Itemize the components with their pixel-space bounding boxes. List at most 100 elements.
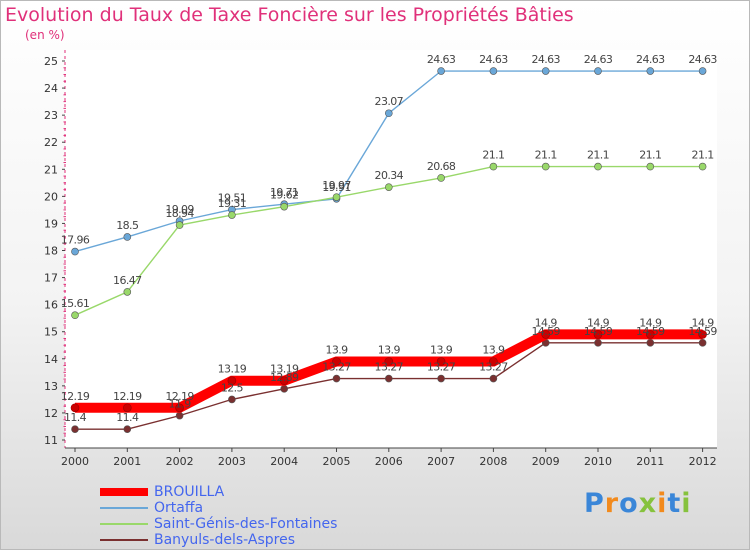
- data-point: [123, 425, 132, 433]
- logo-letter: i: [681, 488, 692, 519]
- logo-letter: P: [584, 488, 605, 519]
- y-tick-label: 25: [44, 55, 58, 68]
- y-tick-label: 15: [44, 326, 58, 339]
- legend-label: Saint-Génis-des-Fontaines: [154, 516, 338, 532]
- legend-swatch: [100, 539, 148, 541]
- data-point: [437, 174, 445, 182]
- data-point: [71, 311, 79, 320]
- y-tick-label: 11: [44, 434, 58, 447]
- data-point: [646, 162, 655, 171]
- logo-letter: t: [667, 488, 682, 519]
- chart-title: Evolution du Taux de Taxe Foncière sur l…: [5, 4, 574, 26]
- data-label: 21.1: [535, 149, 557, 162]
- data-point: [71, 247, 79, 256]
- data-label: 13.19: [270, 363, 299, 376]
- data-label: 18.5: [116, 219, 139, 232]
- data-point: [175, 411, 184, 420]
- plot-area: [65, 50, 717, 448]
- data-point: [436, 357, 446, 366]
- data-point: [384, 183, 393, 191]
- legend-item: Ortaffa: [100, 500, 337, 516]
- data-point: [228, 211, 236, 219]
- data-label: 19.97: [322, 179, 351, 192]
- data-point: [489, 374, 498, 383]
- chart-legend: BROUILLA Ortaffa Saint-Génis-des-Fontaines…: [100, 484, 337, 548]
- x-tick-label: 2001: [113, 455, 141, 468]
- x-tick-label: 2012: [689, 455, 717, 468]
- data-point: [228, 395, 236, 404]
- data-point: [594, 162, 602, 171]
- data-label: 14.9: [535, 316, 558, 329]
- data-label: 14.9: [639, 316, 662, 329]
- data-point: [593, 330, 603, 339]
- data-label: 13.27: [375, 361, 404, 374]
- data-point: [332, 357, 341, 366]
- data-point: [123, 403, 132, 413]
- x-tick-label: 2004: [270, 455, 298, 468]
- legend-label: Ortaffa: [154, 500, 204, 516]
- data-point: [227, 376, 237, 386]
- data-point: [698, 339, 707, 347]
- data-label: 21.1: [587, 149, 609, 162]
- data-point: [384, 357, 394, 366]
- y-tick-label: 24: [44, 82, 58, 95]
- data-label: 12.5: [221, 381, 244, 394]
- data-label: 11.9: [169, 398, 192, 411]
- data-label: 13.27: [479, 361, 508, 374]
- data-label: 18.94: [165, 207, 194, 220]
- y-tick-label: 13: [44, 380, 58, 393]
- data-point: [123, 233, 132, 241]
- y-tick-label: 19: [44, 217, 58, 230]
- data-point: [541, 162, 550, 171]
- data-label: 24.63: [531, 53, 560, 66]
- data-point: [280, 385, 289, 393]
- data-label: 21.1: [639, 149, 661, 162]
- y-tick-label: 12: [44, 407, 58, 420]
- data-point: [332, 193, 341, 201]
- y-tick-label: 22: [44, 136, 58, 149]
- y-tick-label: 23: [44, 109, 58, 122]
- data-label: 13.9: [378, 343, 401, 356]
- data-point: [594, 339, 602, 347]
- legend-item: Banyuls-dels-Aspres: [100, 532, 337, 548]
- data-label: 11.4: [116, 411, 139, 424]
- data-label: 12.19: [61, 390, 90, 403]
- x-tick-label: 2010: [584, 455, 612, 468]
- data-point: [123, 288, 132, 296]
- data-point: [384, 374, 393, 383]
- data-point: [645, 330, 655, 339]
- legend-swatch: [100, 523, 148, 525]
- data-label: 12.89: [270, 371, 299, 384]
- y-tick-label: 21: [44, 163, 58, 176]
- data-label: 13.27: [322, 361, 351, 374]
- data-point: [437, 67, 445, 75]
- x-tick-label: 2008: [479, 455, 507, 468]
- x-tick-label: 2000: [61, 455, 89, 468]
- x-tick-label: 2006: [375, 455, 403, 468]
- data-point: [541, 67, 550, 75]
- y-tick-label: 17: [44, 272, 58, 285]
- data-label: 12.19: [165, 390, 194, 403]
- data-label: 21.1: [692, 149, 714, 162]
- x-tick-label: 2007: [427, 455, 455, 468]
- data-label: 20.34: [375, 169, 404, 182]
- x-tick-label: 2009: [532, 455, 560, 468]
- x-tick-label: 2005: [323, 455, 351, 468]
- data-point: [541, 330, 551, 339]
- data-label: 14.9: [587, 316, 610, 329]
- data-point: [279, 376, 289, 386]
- data-label: 14.59: [531, 325, 560, 338]
- data-label: 13.9: [482, 343, 505, 356]
- data-label: 15.61: [61, 297, 90, 310]
- data-label: 24.63: [688, 53, 717, 66]
- data-point: [175, 403, 184, 413]
- data-label: 19.09: [165, 203, 194, 216]
- legend-item: Saint-Génis-des-Fontaines: [100, 516, 337, 532]
- data-label: 23.07: [375, 95, 404, 108]
- x-tick-label: 2002: [166, 455, 194, 468]
- data-label: 17.96: [61, 234, 90, 247]
- data-point: [698, 162, 707, 171]
- data-label: 20.68: [427, 160, 456, 173]
- legend-swatch: [100, 507, 148, 509]
